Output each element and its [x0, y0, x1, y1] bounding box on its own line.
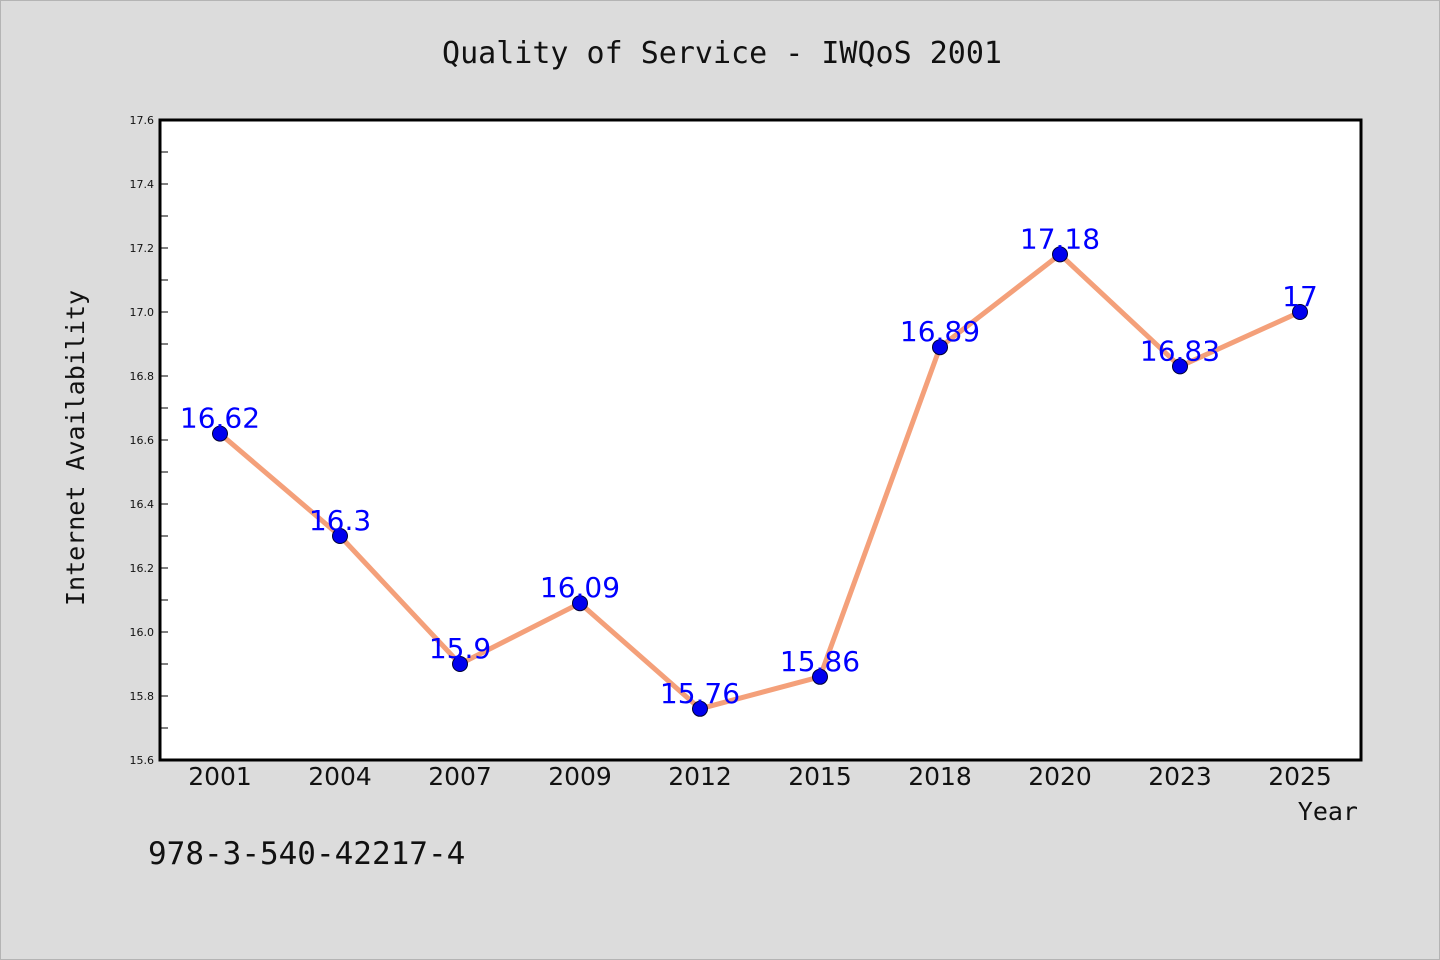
data-label: 16.62: [180, 402, 260, 435]
data-label: 17.18: [1020, 222, 1100, 255]
x-axis-label: Year: [1298, 797, 1358, 826]
chart-title: Quality of Service - IWQoS 2001: [442, 36, 1002, 71]
data-label: 16.09: [540, 571, 620, 604]
data-point: [1292, 304, 1308, 320]
x-tick-label: 2023: [1148, 762, 1212, 791]
plot-border: [158, 118, 1363, 762]
data-label: 16.83: [1140, 334, 1220, 367]
x-tick-label: 2001: [188, 762, 252, 791]
data-label: 16.3: [309, 504, 371, 537]
isbn-annotation: 978-3-540-42217-4: [148, 836, 465, 872]
x-tick-label: 2004: [308, 762, 372, 791]
x-tick-label: 2018: [908, 762, 972, 791]
x-tick-label: 2015: [788, 762, 852, 791]
y-tick-label: 16.2: [130, 562, 155, 575]
y-tick-label: 17.4: [130, 178, 155, 191]
data-point: [692, 700, 708, 717]
y-axis-label: Internet Availability: [61, 290, 90, 606]
data-label: 15.76: [660, 677, 740, 710]
data-point: [1172, 358, 1188, 375]
data-label: 17: [1282, 280, 1318, 313]
data-point: [1052, 246, 1068, 263]
x-tick-label: 2012: [668, 762, 732, 791]
x-tick-label: 2020: [1028, 762, 1092, 791]
x-tick-label: 2009: [548, 762, 612, 791]
data-label: 16.89: [900, 315, 980, 348]
y-tick-label: 15.6: [130, 754, 155, 767]
series-line: [217, 251, 1303, 712]
y-tick-label: 16.4: [130, 498, 155, 511]
y-tick-label: 17.0: [130, 306, 155, 319]
y-tick-label: 16.6: [130, 434, 155, 447]
data-point: [212, 425, 228, 442]
y-tick-label: 16.8: [130, 370, 155, 383]
x-tick-label: 2007: [428, 762, 492, 791]
data-point: [932, 339, 948, 356]
x-tick-label: 2025: [1268, 762, 1332, 791]
data-point: [572, 595, 588, 612]
y-tick-label: 15.8: [130, 690, 155, 703]
data-labels: 16.62 16.3 15.9 16.09 15.76 15.86 16.89 17.18 16…: [180, 222, 1318, 709]
x-axis: 2001 2004 2007 2009 2012 2015 2018 2020 2023 2025: [188, 762, 1332, 791]
data-point: [452, 656, 468, 672]
y-tick-label: 16.0: [130, 626, 155, 639]
data-label: 15.86: [780, 645, 860, 678]
data-point: [812, 668, 828, 685]
data-point: [332, 528, 348, 544]
data-label: 15.9: [429, 632, 491, 665]
series-markers: [212, 246, 1308, 717]
y-tick-label: 17.2: [130, 242, 155, 255]
y-tick-label: 17.6: [130, 114, 155, 127]
plot-area: [160, 120, 1361, 760]
